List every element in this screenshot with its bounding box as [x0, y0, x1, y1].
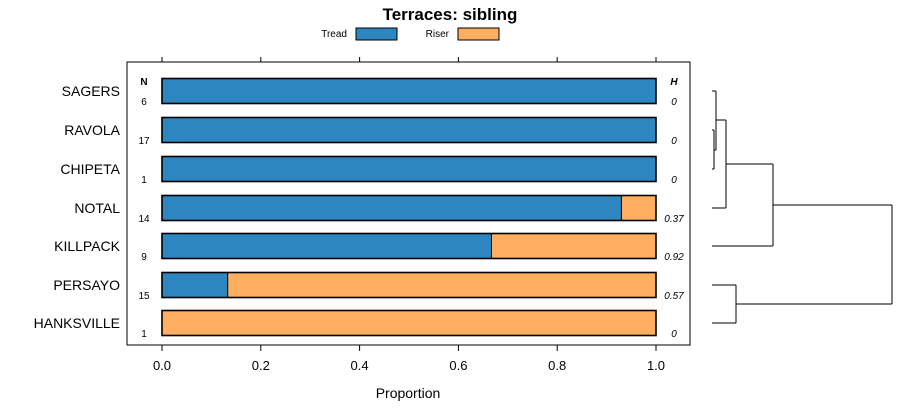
legend-swatch-tread [355, 27, 398, 41]
bar-tread-sagers [161, 78, 657, 104]
n-value: 9 [141, 252, 147, 263]
x-axis-title: Proportion [376, 385, 441, 401]
plot-frame [126, 61, 691, 346]
dendrogram [712, 90, 893, 324]
tick-label: 0.0 [153, 358, 171, 373]
n-header: N [140, 77, 147, 88]
h-value: 0 [671, 175, 677, 186]
h-value: 0.57 [664, 291, 684, 302]
bar-outline-notal [161, 194, 657, 222]
n-value: 1 [141, 329, 147, 340]
legend-label-tread: Tread [321, 29, 347, 40]
n-value: 17 [138, 136, 150, 147]
category-label: CHIPETA [60, 161, 120, 177]
bar-outline-persayo [161, 271, 657, 299]
h-value: 0 [671, 329, 677, 340]
category-label: HANKSVILLE [34, 315, 120, 331]
n-value: 15 [138, 291, 150, 302]
h-value: 0.37 [664, 214, 684, 225]
row-labels: SAGERS 6 0 RAVOLA 17 0 CHIPETA 1 0 NOTAL 14 0.37 KIL… [34, 83, 685, 340]
tick-label: 0.2 [252, 358, 270, 373]
bar-outline-ravola [161, 116, 657, 144]
bar-tread-killpack [161, 233, 492, 259]
category-label: PERSAYO [53, 277, 120, 293]
tick-label: 0.4 [351, 358, 369, 373]
legend-swatch-riser [457, 27, 500, 41]
n-value: 1 [141, 175, 147, 186]
bar-riser-killpack [490, 233, 657, 259]
h-value: 0 [671, 97, 677, 108]
bar-riser-notal [620, 195, 657, 221]
category-label: SAGERS [62, 83, 120, 99]
legend-label-riser: Riser [426, 29, 450, 40]
x-axis: 0.0 0.2 0.4 0.6 0.8 1.0 [153, 57, 665, 373]
bar-outline-chipeta [161, 155, 657, 183]
bar-riser-persayo [227, 272, 657, 298]
category-label: RAVOLA [64, 122, 120, 138]
h-header: H [670, 77, 678, 88]
bars [161, 77, 657, 337]
bar-tread-notal [161, 195, 622, 221]
legend: Tread Riser [321, 27, 500, 41]
h-value: 0 [671, 136, 677, 147]
bar-outline-sagers [161, 77, 657, 105]
h-value: 0.92 [664, 252, 684, 263]
category-label: KILLPACK [54, 238, 121, 254]
chart-title: Terraces: sibling [383, 5, 518, 24]
category-label: NOTAL [74, 200, 120, 216]
bar-outline-hanksville [161, 309, 657, 337]
bar-tread-persayo [161, 272, 229, 298]
bar-tread-chipeta [161, 156, 657, 182]
n-value: 14 [138, 214, 150, 225]
tick-label: 1.0 [647, 358, 665, 373]
n-value: 6 [141, 97, 147, 108]
tick-label: 0.8 [548, 358, 566, 373]
bar-tread-ravola [161, 117, 657, 143]
bar-outline-killpack [161, 232, 657, 260]
tick-label: 0.6 [449, 358, 467, 373]
bar-riser-hanksville [161, 310, 657, 336]
